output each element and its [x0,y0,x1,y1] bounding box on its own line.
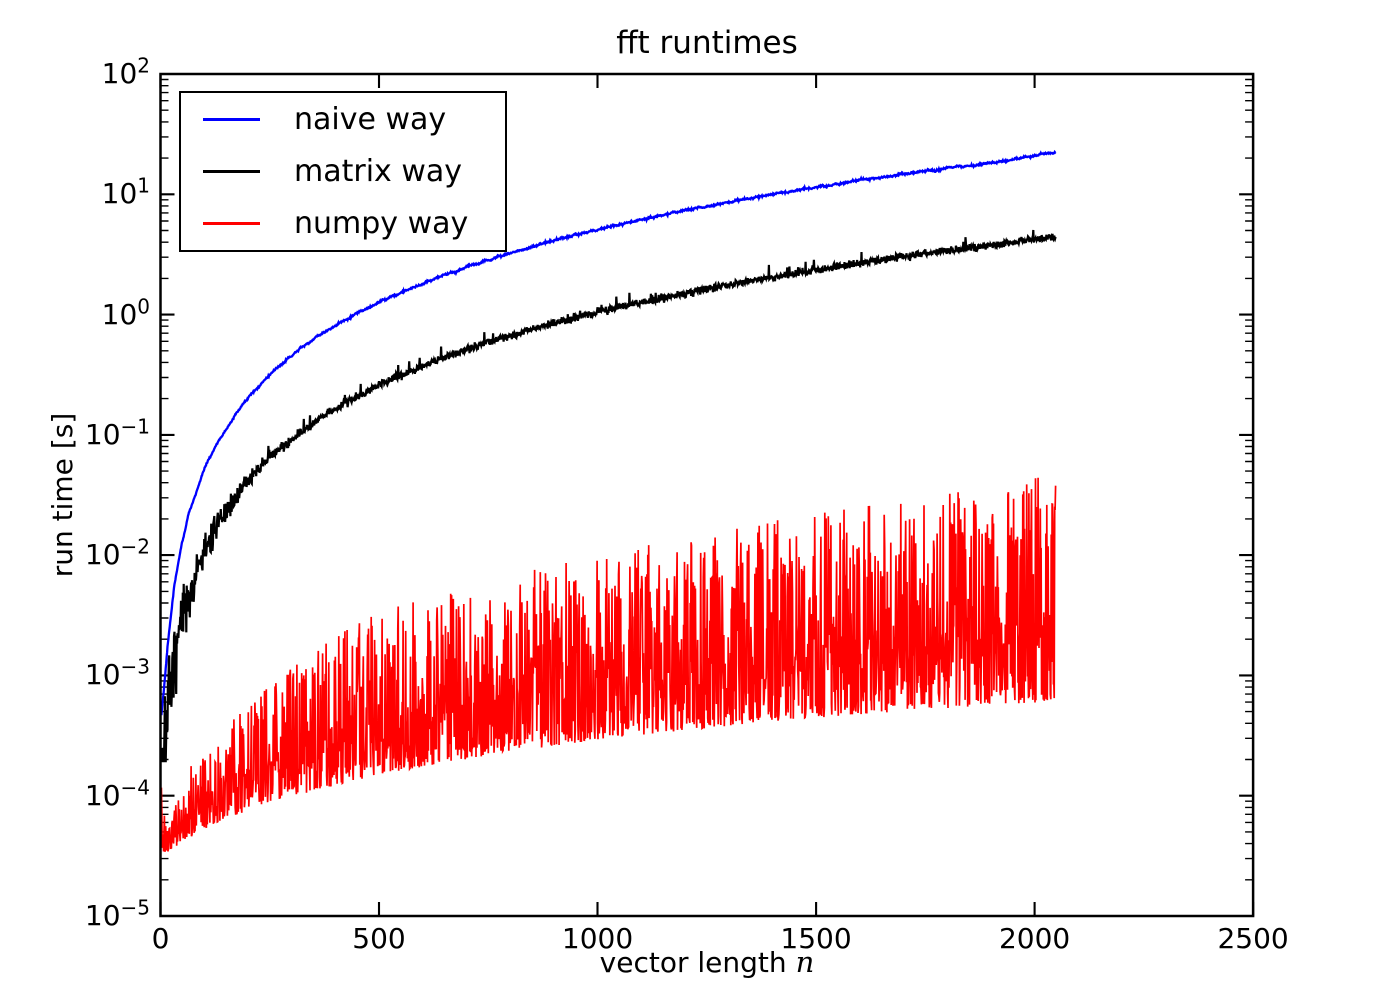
y-tick-base: 10 [84,658,121,692]
y-tick-base: 10 [101,177,138,211]
legend-item-matrix: matrix way [181,146,505,198]
numpy-way-curve [160,477,1057,852]
y-tick-label: 10−4 [34,775,150,817]
legend-item-numpy: numpy way [181,198,505,250]
naive-way-curve [160,149,1057,716]
y-tick-label: 10−3 [34,654,150,696]
legend-item-label: matrix way [294,154,463,189]
x-tick-label: 0 [151,922,170,955]
plot-series [160,149,1057,852]
y-tick-base: 10 [84,778,121,812]
y-tick-base: 10 [84,899,121,932]
y-tick-label: 10−5 [34,895,150,937]
x-tick-label: 500 [352,922,406,955]
y-tick-exponent: −4 [120,775,150,800]
y-tick-base: 10 [84,538,121,572]
y-tick-label: 102 [34,53,150,95]
y-tick-label: 10−2 [34,534,150,576]
matrix-way-curve [160,229,1057,763]
y-tick-label: 101 [34,173,150,215]
legend-line-sample-matrix [203,170,260,173]
y-tick-base: 10 [84,417,121,451]
x-tick-label: 1000 [561,922,634,955]
y-tick-exponent: −2 [120,534,150,559]
y-tick-label: 10−1 [34,414,150,456]
x-axis-label-variable: n [795,945,815,979]
y-tick-base: 10 [101,57,138,90]
plot-title: fft runtimes [616,25,798,61]
y-tick-exponent: −3 [120,655,150,680]
y-tick-exponent: 0 [137,294,150,319]
y-axis-label: run time [s] [46,412,79,578]
x-tick-label: 2500 [1217,922,1289,955]
y-tick-label: 100 [34,294,150,336]
y-tick-exponent: 2 [137,53,150,78]
legend-line-sample-numpy [203,222,260,226]
x-tick-label: 1500 [780,922,852,955]
y-tick-exponent: 1 [137,173,150,198]
y-tick-base: 10 [101,297,138,331]
x-tick-label: 2000 [998,922,1071,955]
x-axis-label-text: vector length [599,946,787,979]
legend-item-label: numpy way [294,206,469,242]
legend-line-sample-naive [203,117,260,121]
legend-item-naive: naive way [181,93,505,145]
y-tick-exponent: −5 [120,895,150,920]
legend-item-label: naive way [294,101,447,137]
x-axis-label: vector length n [507,942,907,983]
y-tick-exponent: −1 [120,414,150,439]
legend: naive way matrix way numpy way [179,91,507,252]
axes-frame [159,72,1255,918]
